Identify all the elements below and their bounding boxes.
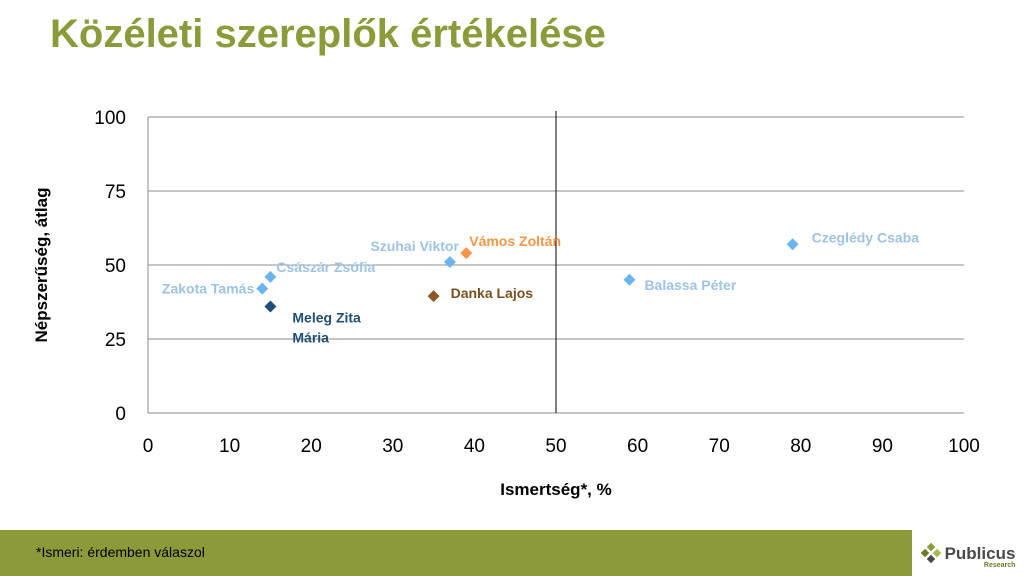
data-point (427, 290, 440, 303)
publicus-logo: Publicus Research (912, 530, 1024, 576)
grid-lines (147, 111, 964, 414)
y-tick-labels: 0 25 50 75 100 (94, 108, 126, 425)
footer-bar: *Ismeri: érdemben válaszol Publicus Rese… (0, 530, 1024, 576)
x-tick-label: 80 (790, 436, 811, 457)
x-tick-label: 30 (382, 436, 403, 457)
logo-wordmark: Publicus Research (944, 543, 1016, 569)
data-point (256, 282, 269, 295)
x-tick-label: 70 (709, 436, 730, 457)
x-tick-label: 40 (464, 436, 485, 457)
x-tick-label: 90 (872, 436, 893, 457)
point-label: Szuhai Viktor (370, 238, 459, 254)
data-point (264, 300, 277, 313)
point-label: Zakota Tamás (162, 281, 255, 297)
x-tick-labels: 0 10 20 30 40 50 60 70 80 90 100 (143, 436, 980, 457)
y-tick-label: 25 (105, 330, 126, 351)
scatter-chart: 0 25 50 75 100 0 10 20 30 40 50 60 70 80 90 100 Zakota… (32, 108, 980, 499)
point-label: Balassa Péter (644, 277, 736, 293)
data-point (623, 273, 636, 286)
y-tick-label: 50 (105, 256, 126, 277)
logo-diamond-icon (920, 543, 941, 563)
data-points (256, 238, 799, 313)
y-tick-label: 100 (94, 108, 126, 129)
data-point (460, 247, 473, 260)
point-label: Császár Zsófia (276, 259, 375, 275)
x-tick-label: 10 (219, 436, 240, 457)
x-axis-label: Ismertség*, % (500, 480, 612, 499)
point-label: Czeglédy Csaba (812, 229, 920, 245)
point-label: Vámos Zoltán (469, 233, 561, 249)
y-tick-label: 0 (115, 404, 126, 425)
point-label: Danka Lajos (451, 285, 534, 301)
y-tick-label: 75 (105, 182, 126, 203)
data-point (786, 238, 799, 251)
y-axis-label: Népszerűség, átlag (32, 188, 51, 343)
point-label: Meleg Zita Mária (292, 309, 361, 345)
x-tick-label: 50 (545, 436, 566, 457)
x-tick-label: 0 (143, 436, 154, 457)
footnote: *Ismeri: érdemben válaszol (36, 544, 205, 560)
point-labels: Zakota Tamás Császár Zsófia Meleg Zita Mári… (162, 229, 919, 345)
data-point (443, 256, 456, 269)
data-point (264, 270, 277, 283)
page-title: Közéleti szereplők értékelése (50, 12, 606, 56)
x-tick-label: 100 (948, 436, 980, 457)
x-tick-label: 20 (301, 436, 322, 457)
x-tick-label: 60 (627, 436, 648, 457)
logo-subtitle: Research (983, 561, 1016, 569)
